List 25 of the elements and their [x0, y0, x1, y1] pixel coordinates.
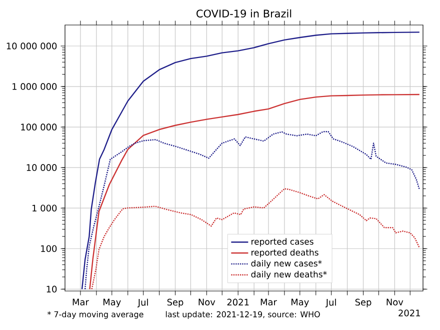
y-tick-label: 1 000 000	[12, 83, 57, 90]
legend-label: reported cases	[252, 238, 314, 246]
x-tick-label: 2021	[227, 298, 249, 306]
legend-label: daily new cases*	[251, 260, 322, 268]
y-tick-label: 100 000	[21, 124, 57, 130]
text: 2021	[398, 310, 420, 316]
x-tick-label: Nov	[386, 298, 404, 306]
x-tick-label: May	[292, 298, 309, 308]
y-tick-label: 1 000	[32, 204, 57, 212]
x-tick-label: May	[103, 298, 121, 308]
x-tick-label: Jul	[325, 298, 336, 308]
x-tick-label: Jul	[137, 298, 148, 308]
x-tick-label: Sep	[355, 298, 372, 308]
x-tick-label: Mar	[72, 298, 89, 306]
x-tick-label: Sep	[167, 298, 184, 308]
chart-title: COVID-19 in Brazil	[196, 9, 292, 18]
y-tick-label: 10 000 000	[6, 42, 57, 50]
legend-label: daily new deaths*	[251, 270, 327, 280]
y-tick-label: 10	[46, 286, 57, 293]
y-tick-label: 100	[41, 245, 57, 252]
x-tick-label: Nov	[198, 298, 216, 306]
y-tick-label: 10 000	[26, 164, 57, 171]
line-series	[81, 32, 420, 290]
x-tick-label: Mar	[260, 298, 277, 306]
legend-label: reported deaths	[252, 249, 318, 258]
